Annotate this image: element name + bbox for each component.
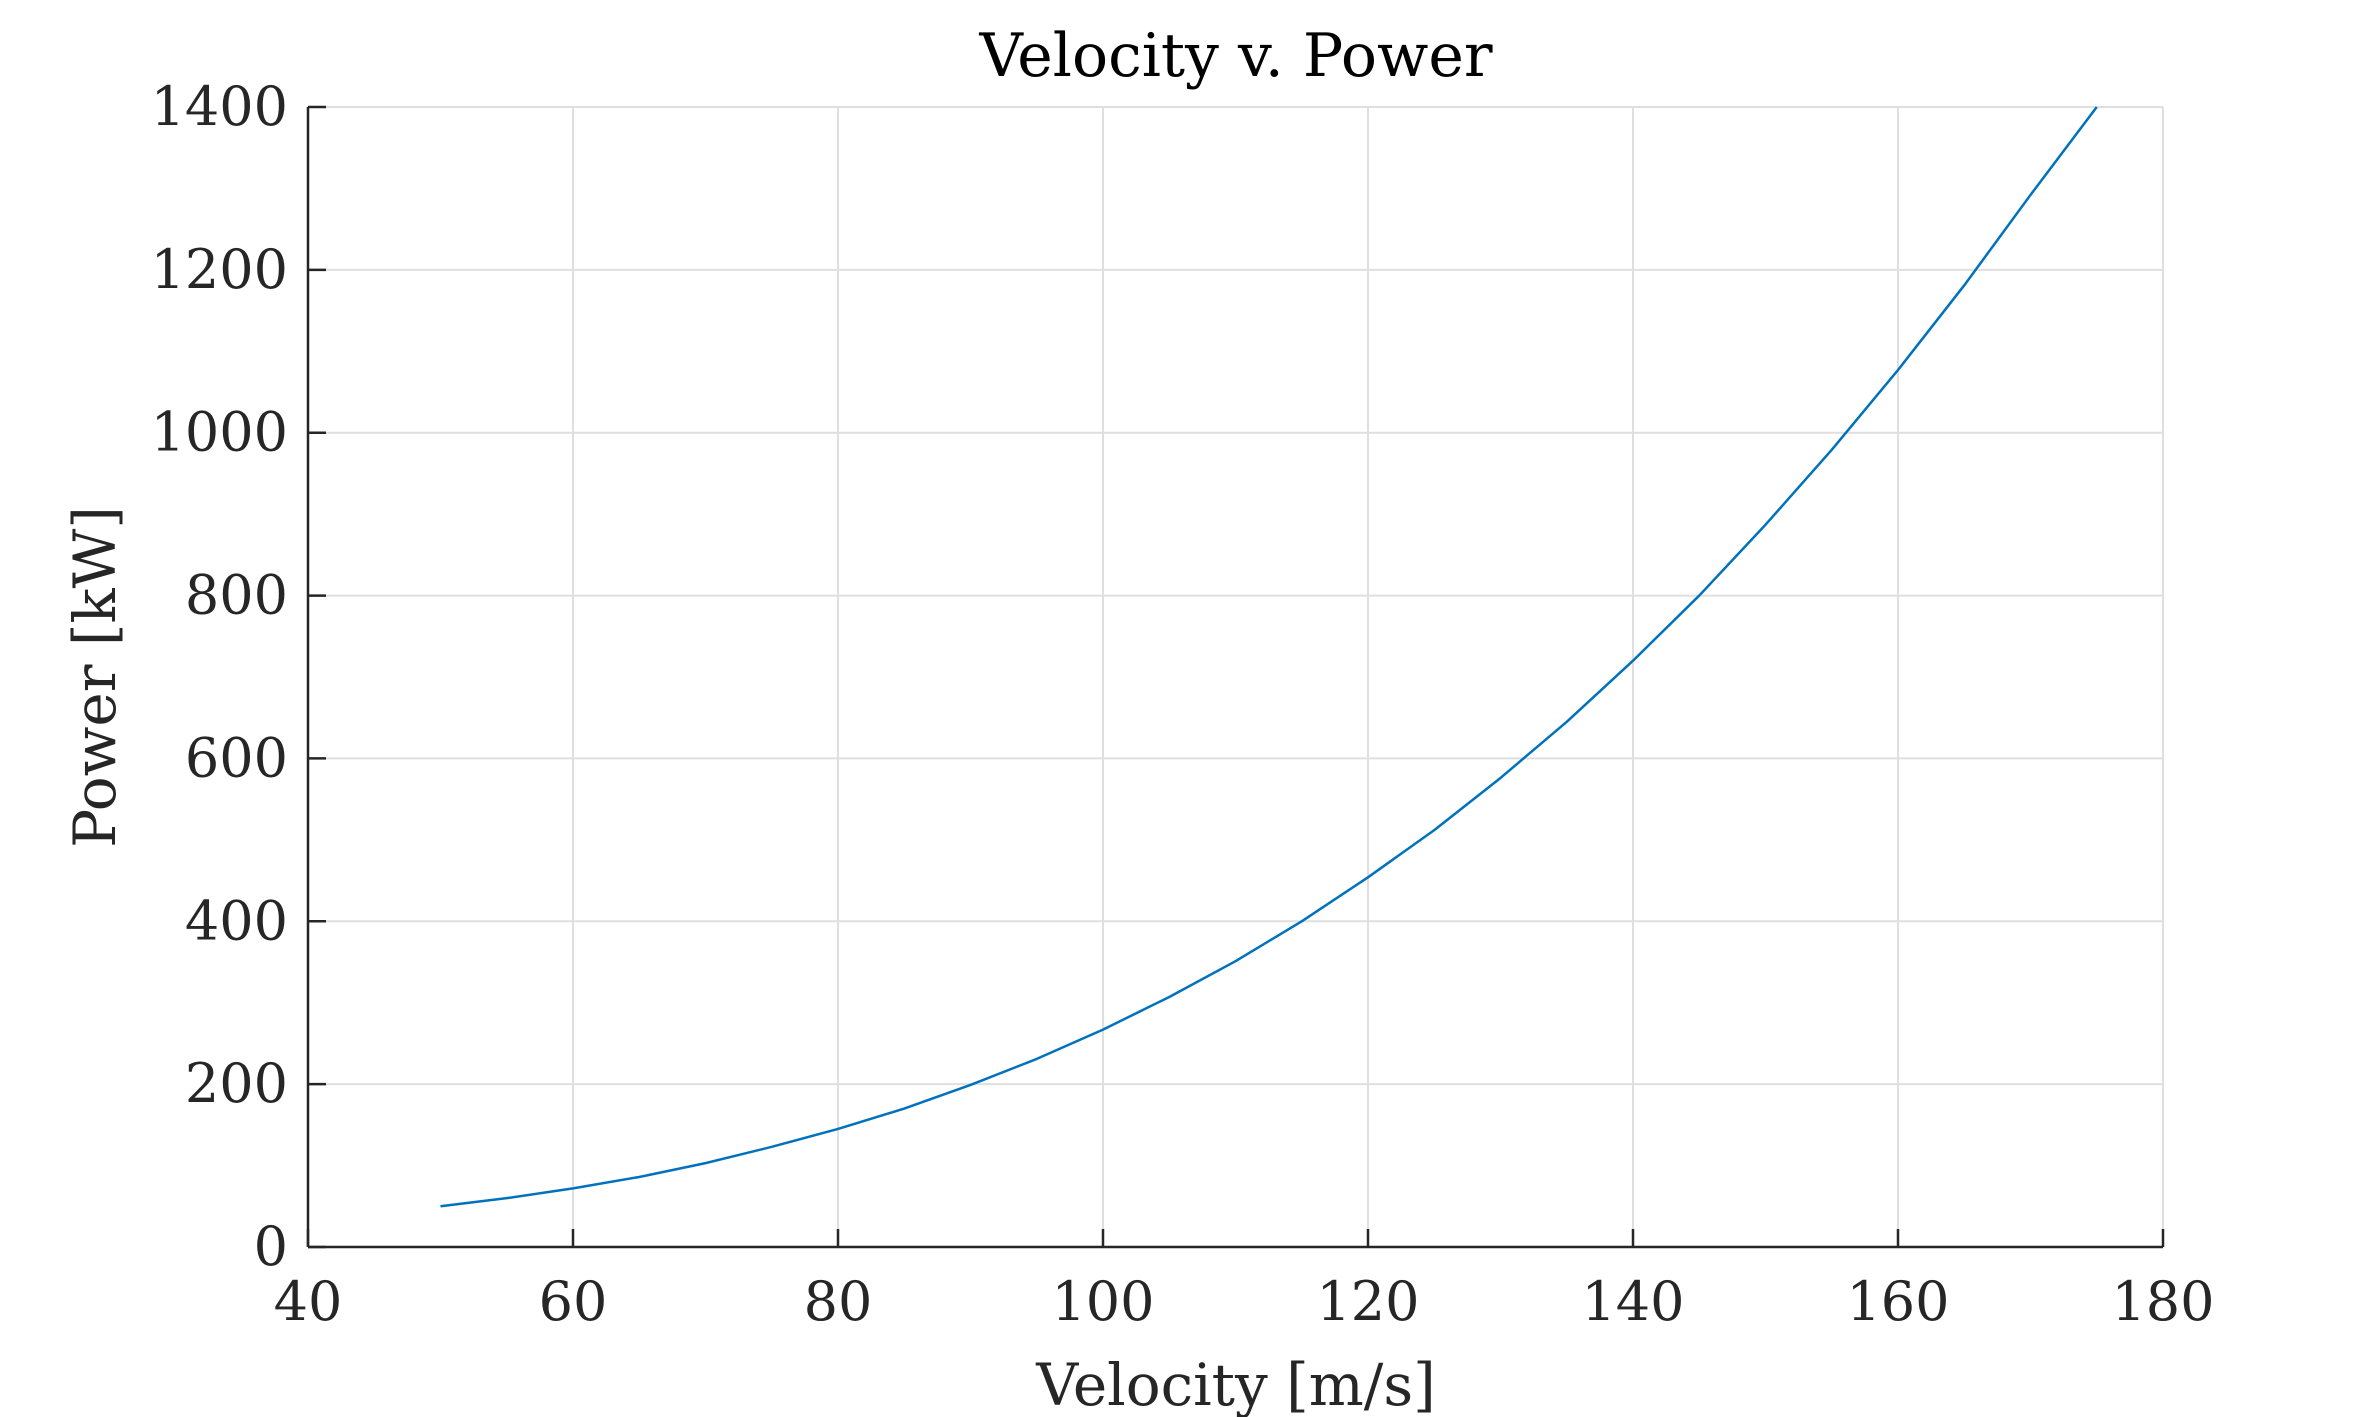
series-layer xyxy=(440,106,2098,1208)
x-tick-label: 160 xyxy=(1846,1270,1949,1333)
y-tick-label: 1200 xyxy=(151,238,288,301)
chart-title: Velocity v. Power xyxy=(978,21,1492,91)
x-tick-label: 40 xyxy=(274,1270,343,1333)
y-tick-label: 600 xyxy=(185,726,288,789)
axes xyxy=(306,105,2165,1249)
x-tick-label: 100 xyxy=(1051,1270,1154,1333)
y-tick-label: 1000 xyxy=(151,401,288,464)
y-tick-label: 0 xyxy=(254,1215,288,1278)
grid-lines xyxy=(307,106,2164,1248)
y-tick-label: 200 xyxy=(185,1052,288,1115)
y-tick-label: 800 xyxy=(185,564,288,627)
x-tick-label: 180 xyxy=(2111,1270,2214,1333)
plot-background xyxy=(308,107,2163,1247)
x-axis-title: Velocity [m/s] xyxy=(1035,1351,1435,1417)
y-tick-label: 400 xyxy=(185,889,288,952)
x-tick-label: 80 xyxy=(804,1270,873,1333)
x-tick-label: 120 xyxy=(1316,1270,1419,1333)
x-tick-label: 60 xyxy=(539,1270,608,1333)
x-tick-label: 140 xyxy=(1581,1270,1684,1333)
tick-labels: 40 60 80 100 120 140 160 180 0 200 400 600 800 1000 12… xyxy=(151,75,2215,1333)
series-line xyxy=(440,106,2098,1208)
y-axis-title: Power [kW] xyxy=(61,506,129,848)
y-tick-label: 1400 xyxy=(151,75,288,138)
